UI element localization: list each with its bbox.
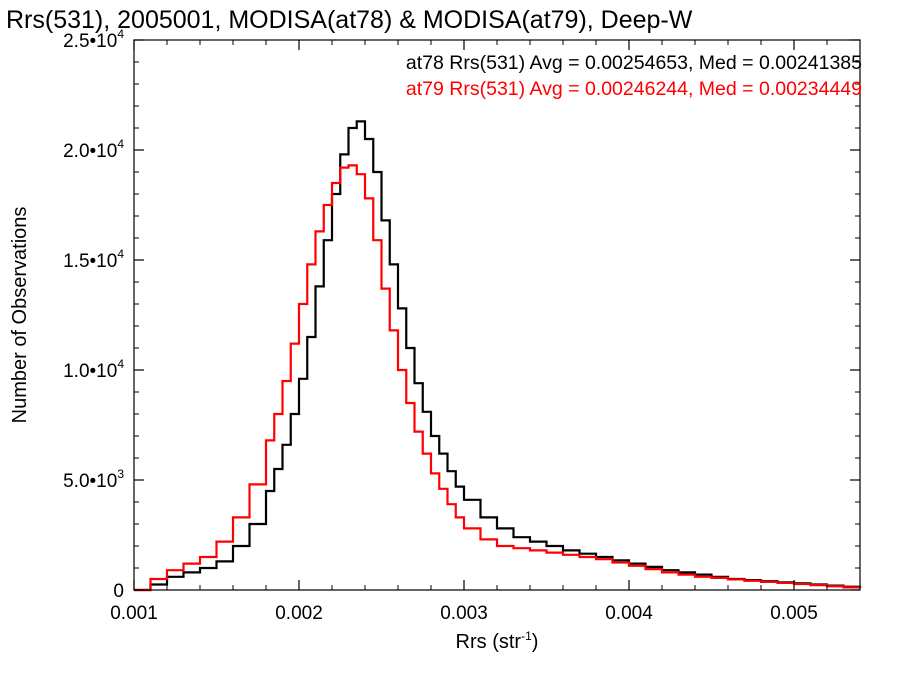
y-tick-label: 0	[113, 581, 124, 602]
x-tick-label: 0.004	[605, 603, 653, 624]
chart-title: Rrs(531), 2005001, MODISA(at78) & MODISA…	[6, 6, 693, 34]
y-tick-mantissa: 2.0•10	[63, 141, 117, 162]
plot-frame	[133, 39, 861, 591]
y-tick-mantissa: 1.0•10	[63, 361, 117, 382]
y-axis-label: Number of Observations	[9, 207, 31, 424]
y-tick-label: 1.5•104	[63, 247, 124, 272]
y-tick-exponent: 4	[117, 27, 124, 41]
series-group	[134, 120, 862, 592]
legend: at78 Rrs(531) Avg = 0.00254653, Med = 0.…	[406, 52, 862, 100]
series-line-at78	[134, 120, 862, 592]
x-tick-label: 0.003	[440, 603, 488, 624]
y-tick-label: 1.0•104	[63, 357, 124, 382]
legend-entry-at79: at79 Rrs(531) Avg = 0.00246244, Med = 0.…	[406, 78, 862, 100]
y-tick-label: 2.5•104	[63, 27, 124, 52]
y-tick-exponent: 4	[117, 137, 124, 151]
x-tick-label: 0.005	[770, 603, 818, 624]
x-axis-ticks: 0.001 0.002 0.003 0.004 0.005	[110, 40, 861, 624]
y-tick-exponent: 4	[117, 357, 124, 371]
y-tick-mantissa: 1.5•10	[63, 251, 117, 272]
x-tick-label: 0.001	[110, 603, 158, 624]
x-axis-label: Rrs (str-1)	[456, 629, 539, 653]
y-tick-label: 2.0•104	[63, 137, 124, 162]
x-axis-label-sup: -1	[521, 629, 532, 643]
series-line-at79	[134, 164, 862, 592]
y-tick-mantissa: 2.5•10	[63, 31, 117, 52]
x-axis-label-base: Rrs (str	[456, 631, 522, 653]
plot-area	[133, 39, 862, 592]
y-tick-mantissa: 0	[113, 581, 124, 602]
x-axis-label-close: )	[532, 631, 539, 653]
x-tick-label: 0.002	[275, 603, 323, 624]
y-tick-exponent: 4	[117, 247, 124, 261]
y-tick-mantissa: 5.0•10	[63, 471, 117, 492]
y-tick-label: 5.0•103	[63, 467, 124, 492]
legend-entry-at78: at78 Rrs(531) Avg = 0.00254653, Med = 0.…	[406, 52, 862, 74]
y-tick-exponent: 3	[117, 467, 124, 481]
